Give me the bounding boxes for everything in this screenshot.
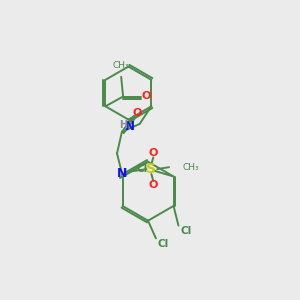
Text: N: N <box>117 167 127 180</box>
Text: CH₃: CH₃ <box>183 163 200 172</box>
Text: CH₃: CH₃ <box>113 61 130 70</box>
Text: Cl: Cl <box>158 239 169 249</box>
Text: N: N <box>125 120 135 134</box>
Text: O: O <box>133 108 142 118</box>
Text: H: H <box>119 120 127 130</box>
Text: O: O <box>148 180 158 190</box>
Text: O: O <box>148 148 158 158</box>
Text: S: S <box>146 162 156 176</box>
Text: Cl: Cl <box>180 226 192 236</box>
Text: Cl: Cl <box>137 164 148 174</box>
Text: O: O <box>141 91 150 100</box>
